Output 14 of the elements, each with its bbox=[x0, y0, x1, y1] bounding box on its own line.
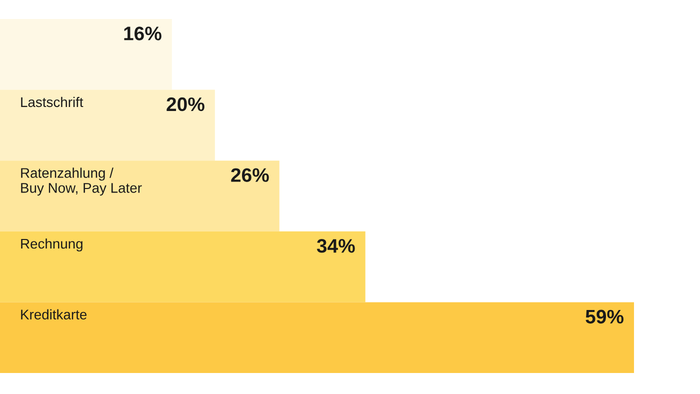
data-label: 16% bbox=[124, 26, 162, 40]
y-tick-label: Ratenzahlung / Buy Now, Pay Later bbox=[21, 168, 142, 196]
bar bbox=[0, 19, 172, 90]
data-label: 59% bbox=[586, 310, 624, 324]
bar bbox=[0, 160, 280, 232]
data-label: 20% bbox=[166, 97, 204, 112]
bar bbox=[0, 231, 366, 302]
bar bbox=[0, 90, 215, 161]
y-tick-label: Kreditkarte bbox=[21, 309, 87, 320]
y-tick-label: Rechnung bbox=[21, 238, 82, 252]
bar bbox=[0, 302, 634, 373]
y-tick-label: Lastschrift bbox=[21, 96, 84, 108]
data-label: 34% bbox=[316, 238, 355, 253]
data-label: 26% bbox=[231, 168, 269, 182]
